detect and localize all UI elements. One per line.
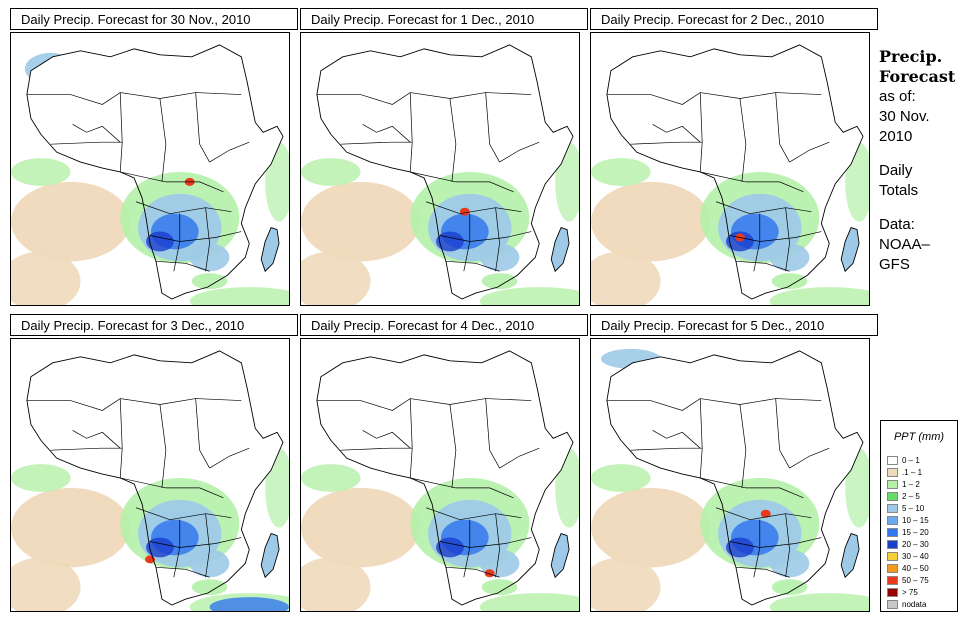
panel-title: Daily Precip. Forecast for 3 Dec., 2010 [10, 314, 298, 336]
legend-item: .1 – 1 [887, 467, 957, 478]
africa-precip-map [591, 348, 869, 611]
legend-item: 0 – 1 [887, 455, 957, 466]
heading-line2: Forecast [879, 67, 956, 86]
panel-map [590, 32, 870, 306]
legend-label: > 75 [902, 588, 918, 597]
africa-precip-map [301, 44, 579, 305]
legend-swatch [887, 588, 898, 597]
legend-item: 15 – 20 [887, 527, 957, 538]
totals-line2: Totals [879, 182, 919, 199]
legend-swatch [887, 528, 898, 537]
as-of-label: as of: [879, 88, 916, 105]
panel-map [300, 32, 580, 306]
legend-swatch [887, 516, 898, 525]
legend-label: 5 – 10 [902, 504, 925, 513]
forecast-panel: Daily Precip. Forecast for 2 Dec., 2010 [590, 8, 880, 306]
legend-label: 2 – 5 [902, 492, 920, 501]
legend-swatch [887, 456, 898, 465]
legend-swatch [887, 504, 898, 513]
legend-item: 2 – 5 [887, 491, 957, 502]
forecast-panel: Daily Precip. Forecast for 3 Dec., 2010 [10, 314, 300, 612]
panel-title: Daily Precip. Forecast for 30 Nov., 2010 [10, 8, 298, 30]
legend-label: 50 – 75 [902, 576, 929, 585]
legend-swatch [887, 600, 898, 609]
legend-item: nodata [887, 599, 957, 610]
legend-swatch [887, 540, 898, 549]
panel-map [10, 338, 290, 612]
totals-line1: Daily [879, 162, 913, 179]
data-label: Data: [879, 216, 915, 233]
panel-map [590, 338, 870, 612]
legend-item: 40 – 50 [887, 563, 957, 574]
panel-title: Daily Precip. Forecast for 2 Dec., 2010 [590, 8, 878, 30]
legend-item: 20 – 30 [887, 539, 957, 550]
legend-item: > 75 [887, 587, 957, 598]
legend-title: PPT (mm) [893, 431, 945, 443]
legend-item: 30 – 40 [887, 551, 957, 562]
panel-title: Daily Precip. Forecast for 1 Dec., 2010 [300, 8, 588, 30]
forecast-panel: Daily Precip. Forecast for 1 Dec., 2010 [300, 8, 590, 306]
legend-label: nodata [902, 600, 927, 609]
as-of-date: 30 Nov. [879, 108, 930, 125]
legend-swatch [887, 564, 898, 573]
legend-item: 1 – 2 [887, 479, 957, 490]
legend-item: 50 – 75 [887, 575, 957, 586]
panel-map [300, 338, 580, 612]
africa-precip-map [591, 44, 869, 305]
data-source-line2: GFS [879, 256, 910, 273]
africa-precip-map [301, 350, 579, 611]
forecast-panel: Daily Precip. Forecast for 5 Dec., 2010 [590, 314, 880, 612]
legend-swatch [887, 480, 898, 489]
data-source-line1: NOAA– [879, 236, 930, 253]
legend-item: 5 – 10 [887, 503, 957, 514]
legend-item: 10 – 15 [887, 515, 957, 526]
forecast-info: Precip. Forecast as of: 30 Nov. 2010 Dai… [879, 47, 965, 275]
panel-map [10, 32, 290, 306]
legend-swatch [887, 468, 898, 477]
legend-swatch [887, 552, 898, 561]
legend-label: 0 – 1 [902, 456, 920, 465]
africa-precip-map [11, 44, 289, 305]
forecast-panel: Daily Precip. Forecast for 30 Nov., 2010 [10, 8, 300, 306]
precip-legend: PPT (mm) 0 – 1 .1 – 1 1 – 2 2 – 5 5 – 10 10 –… [880, 420, 958, 612]
legend-label: 40 – 50 [902, 564, 929, 573]
legend-swatch [887, 492, 898, 501]
legend-label: 30 – 40 [902, 552, 929, 561]
forecast-panel: Daily Precip. Forecast for 4 Dec., 2010 [300, 314, 590, 612]
legend-label: 20 – 30 [902, 540, 929, 549]
panel-title: Daily Precip. Forecast for 4 Dec., 2010 [300, 314, 588, 336]
africa-precip-map [11, 350, 289, 611]
panel-title: Daily Precip. Forecast for 5 Dec., 2010 [590, 314, 878, 336]
legend-label: 15 – 20 [902, 528, 929, 537]
heading-line1: Precip. [879, 47, 943, 66]
legend-label: .1 – 1 [902, 468, 923, 477]
legend-label: 10 – 15 [902, 516, 929, 525]
legend-swatch [887, 576, 898, 585]
legend-label: 1 – 2 [902, 480, 920, 489]
as-of-year: 2010 [879, 128, 913, 145]
